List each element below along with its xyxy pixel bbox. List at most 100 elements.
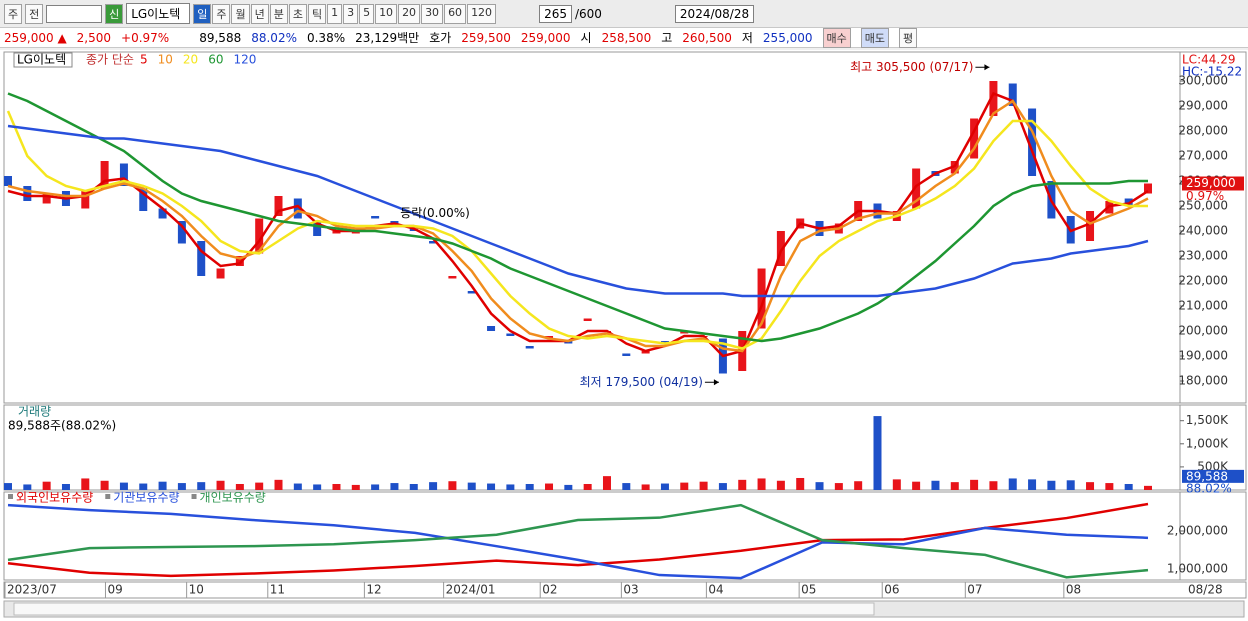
candle bbox=[970, 118, 979, 159]
candle bbox=[235, 256, 244, 266]
y-tick-label: 1,000,000 bbox=[1167, 561, 1228, 575]
candle bbox=[912, 168, 921, 209]
candle bbox=[371, 216, 380, 219]
volume-bar bbox=[699, 481, 708, 490]
last-date: 08/28 bbox=[1188, 583, 1223, 597]
candle bbox=[1144, 183, 1152, 194]
interval-button[interactable]: 틱 bbox=[307, 3, 327, 24]
volume-bar bbox=[738, 479, 747, 490]
ask: 259,500 bbox=[461, 30, 511, 45]
interval-button[interactable]: 120 bbox=[467, 3, 497, 24]
volume-bar bbox=[1124, 483, 1133, 490]
candle bbox=[255, 218, 264, 254]
candle bbox=[216, 268, 225, 279]
x-tick-label: 08 bbox=[1066, 583, 1081, 597]
stock-name: LG이노텍 bbox=[17, 53, 66, 67]
interval-button[interactable]: 초 bbox=[288, 3, 307, 24]
volume-bar bbox=[274, 479, 283, 490]
volume-bar bbox=[139, 483, 148, 490]
annotation: 최고 305,500 (07/17) bbox=[850, 60, 973, 74]
open-label: 시 bbox=[580, 31, 592, 45]
legend-swatch bbox=[191, 494, 197, 499]
interval-button[interactable]: 30 bbox=[421, 3, 444, 24]
date[interactable]: 2024/08/28 bbox=[674, 4, 755, 23]
volume-bar bbox=[255, 482, 264, 490]
last-volume: 89,588 bbox=[1186, 469, 1228, 483]
interval-button[interactable]: 3 bbox=[343, 3, 359, 24]
legend-entry: 120 bbox=[233, 53, 256, 67]
moving-average bbox=[6, 110, 1148, 350]
interval-button[interactable]: 주 bbox=[212, 3, 231, 24]
volume-bar bbox=[467, 482, 476, 490]
bid: 259,000 bbox=[520, 30, 571, 45]
interval-button[interactable]: 분 bbox=[269, 3, 288, 24]
candle bbox=[119, 163, 128, 186]
volume-bar bbox=[1008, 478, 1017, 490]
candle bbox=[1086, 211, 1095, 241]
volume-bar bbox=[61, 483, 70, 490]
turnover: 0.38% bbox=[306, 30, 346, 45]
volume-bar bbox=[912, 481, 921, 490]
buy[interactable]: 매수 bbox=[822, 27, 851, 48]
interval-button[interactable]: 월 bbox=[231, 3, 250, 24]
volume-bar bbox=[950, 482, 959, 490]
interval-button[interactable]: 60 bbox=[444, 3, 467, 24]
moving-average bbox=[7, 92, 1148, 343]
count[interactable]: 265 bbox=[539, 4, 572, 23]
volume: 89,588 bbox=[199, 30, 242, 45]
interval-button[interactable]: 10 bbox=[375, 3, 398, 24]
volume-bar bbox=[660, 483, 669, 490]
volume-bar bbox=[1066, 480, 1075, 490]
volume-bar bbox=[177, 483, 186, 490]
candle bbox=[989, 81, 998, 116]
interval-button[interactable]: 1 bbox=[327, 3, 343, 24]
volume-bar bbox=[873, 416, 882, 490]
interval-button[interactable]: 일 bbox=[193, 3, 212, 24]
volume-bar bbox=[680, 482, 689, 490]
volume-bar bbox=[989, 481, 998, 490]
volume-bar bbox=[216, 480, 225, 490]
y-tick-label: 210,000 bbox=[1178, 299, 1228, 313]
code-input[interactable]: 011070 bbox=[46, 4, 103, 23]
period[interactable]: 주 bbox=[4, 3, 23, 24]
last-price-box bbox=[1182, 176, 1244, 191]
low-label: 저 bbox=[741, 31, 753, 45]
x-tick-label: 11 bbox=[270, 583, 285, 597]
y-tick-label: 2,000,000 bbox=[1167, 523, 1228, 537]
toolbar: 주 전 011070 신 LG이노텍 일 주 월 년 분 초 틱 1 3 5 10 20 30 60 120… bbox=[0, 0, 1248, 28]
amount: 23,129백만 bbox=[355, 31, 420, 45]
volume-bar bbox=[602, 476, 611, 490]
candle bbox=[274, 196, 283, 216]
y-tick-label: 240,000 bbox=[1178, 224, 1228, 238]
mode[interactable]: 전 bbox=[25, 3, 44, 24]
candle bbox=[429, 241, 438, 244]
eval[interactable]: 평 bbox=[899, 27, 918, 48]
legend-entry: 5 bbox=[140, 53, 148, 67]
volume-bar bbox=[854, 481, 863, 490]
legend-entry: 기관보유수량 bbox=[113, 491, 179, 505]
candle bbox=[81, 191, 90, 209]
name-box bbox=[13, 52, 73, 68]
volume-bar bbox=[1028, 479, 1037, 490]
high-label: 고 bbox=[661, 31, 673, 45]
badge: 신 bbox=[105, 3, 124, 24]
volume-bar bbox=[371, 484, 380, 490]
x-tick-label: 06 bbox=[884, 583, 899, 597]
legend-entry: 개인보유수량 bbox=[200, 491, 266, 505]
volume-bar bbox=[429, 482, 438, 490]
x-tick-label: 05 bbox=[801, 583, 816, 597]
interval-button[interactable]: 20 bbox=[398, 3, 421, 24]
legend-swatch bbox=[105, 494, 111, 499]
last-rate: 0.97% bbox=[1186, 189, 1224, 203]
sell[interactable]: 매도 bbox=[860, 27, 890, 48]
vol-ratio: 88.02% bbox=[251, 30, 297, 45]
interval-button[interactable]: 년 bbox=[250, 3, 269, 24]
volume-bar bbox=[235, 483, 244, 490]
volume-bar bbox=[564, 484, 573, 490]
interval-button[interactable]: 5 bbox=[359, 3, 375, 24]
volume-bar bbox=[100, 480, 109, 490]
volume-bar bbox=[583, 483, 592, 490]
volume-bar bbox=[931, 480, 940, 490]
y-tick-label: 1,500K bbox=[1186, 413, 1229, 427]
y-tick-label: 230,000 bbox=[1178, 249, 1228, 263]
